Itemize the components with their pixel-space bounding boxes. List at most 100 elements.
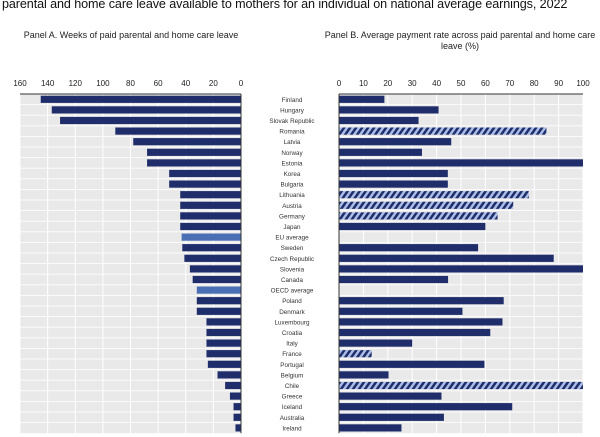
x-tick-label: 0: [239, 79, 244, 88]
category-label: Belgium: [281, 372, 304, 379]
category-label: Bulgaria: [280, 182, 304, 189]
bar-payment-austria: [339, 201, 514, 209]
category-label: Latvia: [284, 139, 301, 146]
bar-weeks-ireland: [235, 424, 241, 432]
x-tick-label: 80: [126, 79, 135, 88]
bar-payment-hungary: [339, 106, 439, 114]
bar-weeks-sweden: [182, 244, 241, 252]
x-tick-label: 90: [554, 79, 563, 88]
bar-weeks-norway: [147, 148, 241, 156]
bar-weeks-croatia: [206, 328, 241, 337]
panel-a-title: Panel A. Weeks of paid parental and home…: [23, 30, 239, 40]
bar-weeks-japan: [180, 222, 241, 231]
category-label: Australia: [280, 415, 305, 422]
bar-payment-slovenia: [339, 265, 583, 273]
category-label: Norway: [281, 150, 303, 157]
x-tick-label: 20: [383, 79, 392, 88]
category-label: Chile: [285, 383, 300, 390]
bar-weeks-bulgaria: [169, 180, 241, 188]
category-label: Slovenia: [280, 266, 305, 273]
x-tick-label: 10: [359, 79, 368, 88]
category-label: Luxembourg: [274, 319, 310, 326]
panel-b-title: Panel B. Average payment rate across pai…: [324, 30, 596, 51]
category-label: Korea: [284, 171, 301, 178]
category-label: Slovak Republic: [269, 118, 314, 125]
category-label: Portugal: [280, 362, 303, 369]
category-label: Denmark: [279, 309, 305, 316]
x-tick-label: 60: [154, 79, 163, 88]
bar-payment-latvia: [339, 138, 452, 146]
bar-weeks-romania: [115, 127, 241, 135]
category-label: Romania: [279, 129, 305, 136]
bar-weeks-germany: [180, 212, 241, 220]
bar-payment-sweden: [339, 244, 479, 252]
bar-weeks-eu-average: [181, 233, 241, 241]
category-label: Japan: [283, 224, 301, 231]
bar-weeks-iceland: [233, 403, 241, 411]
bar-weeks-korea: [169, 169, 241, 178]
bar-payment-chile: [339, 381, 583, 390]
category-label: Austria: [282, 203, 302, 210]
bar-payment-luxembourg: [339, 318, 503, 326]
bar-weeks-poland: [196, 297, 241, 305]
x-tick-label: 60: [481, 79, 490, 88]
bar-payment-italy: [339, 339, 413, 347]
category-label: Croatia: [282, 330, 303, 337]
category-label: Iceland: [282, 404, 303, 411]
bar-weeks-finland: [40, 95, 241, 103]
bar-payment-croatia: [339, 328, 491, 337]
bar-payment-denmark: [339, 307, 463, 315]
category-label: Finland: [282, 97, 303, 104]
category-label: OECD average: [271, 288, 314, 295]
x-tick-label: 0: [337, 79, 342, 88]
bar-payment-ireland: [339, 424, 402, 432]
category-label: Germany: [279, 213, 306, 220]
bar-weeks-luxembourg: [206, 318, 241, 326]
x-tick-label: 40: [181, 79, 190, 88]
bar-weeks-latvia: [133, 138, 241, 146]
x-tick-label: 100: [576, 79, 590, 88]
bar-payment-australia: [339, 413, 444, 421]
category-label: Italy: [286, 341, 298, 348]
bar-payment-canada: [339, 275, 449, 284]
bar-weeks-estonia: [147, 159, 241, 167]
category-label: Lithuania: [279, 192, 305, 199]
bar-payment-germany: [339, 212, 498, 220]
x-tick-label: 100: [96, 79, 110, 88]
category-label: Canada: [281, 277, 304, 284]
bar-weeks-greece: [229, 392, 241, 400]
bar-payment-lithuania: [339, 191, 529, 199]
x-tick-label: 40: [432, 79, 441, 88]
x-tick-label: 80: [530, 79, 539, 88]
bar-payment-korea: [339, 169, 448, 178]
bar-payment-france: [339, 350, 372, 358]
bar-weeks-slovak-republic: [60, 116, 242, 125]
bar-weeks-australia: [233, 413, 241, 421]
bar-weeks-france: [206, 350, 241, 358]
bar-payment-czech-republic: [339, 254, 554, 262]
bar-payment-bulgaria: [339, 180, 448, 188]
bar-payment-iceland: [339, 403, 513, 411]
bar-weeks-belgium: [217, 371, 241, 379]
bar-payment-romania: [339, 127, 547, 135]
bar-weeks-oecd-average: [196, 286, 241, 294]
bar-payment-slovak-republic: [339, 116, 419, 125]
bar-weeks-slovenia: [189, 265, 241, 273]
category-label: EU average: [275, 235, 309, 242]
bar-payment-belgium: [339, 371, 389, 379]
category-label: Czech Republic: [270, 256, 314, 263]
x-tick-label: 30: [408, 79, 417, 88]
bar-weeks-lithuania: [180, 191, 241, 199]
bar-weeks-hungary: [51, 106, 241, 114]
bar-payment-greece: [339, 392, 442, 400]
bar-payment-estonia: [339, 159, 583, 167]
bar-payment-japan: [339, 222, 486, 231]
bar-weeks-czech-republic: [184, 254, 241, 262]
bar-weeks-portugal: [207, 360, 241, 368]
bar-payment-finland: [339, 95, 385, 103]
bar-payment-poland: [339, 297, 504, 305]
category-label: Ireland: [282, 425, 302, 432]
category-label: Estonia: [281, 160, 303, 167]
bar-weeks-denmark: [196, 307, 241, 315]
